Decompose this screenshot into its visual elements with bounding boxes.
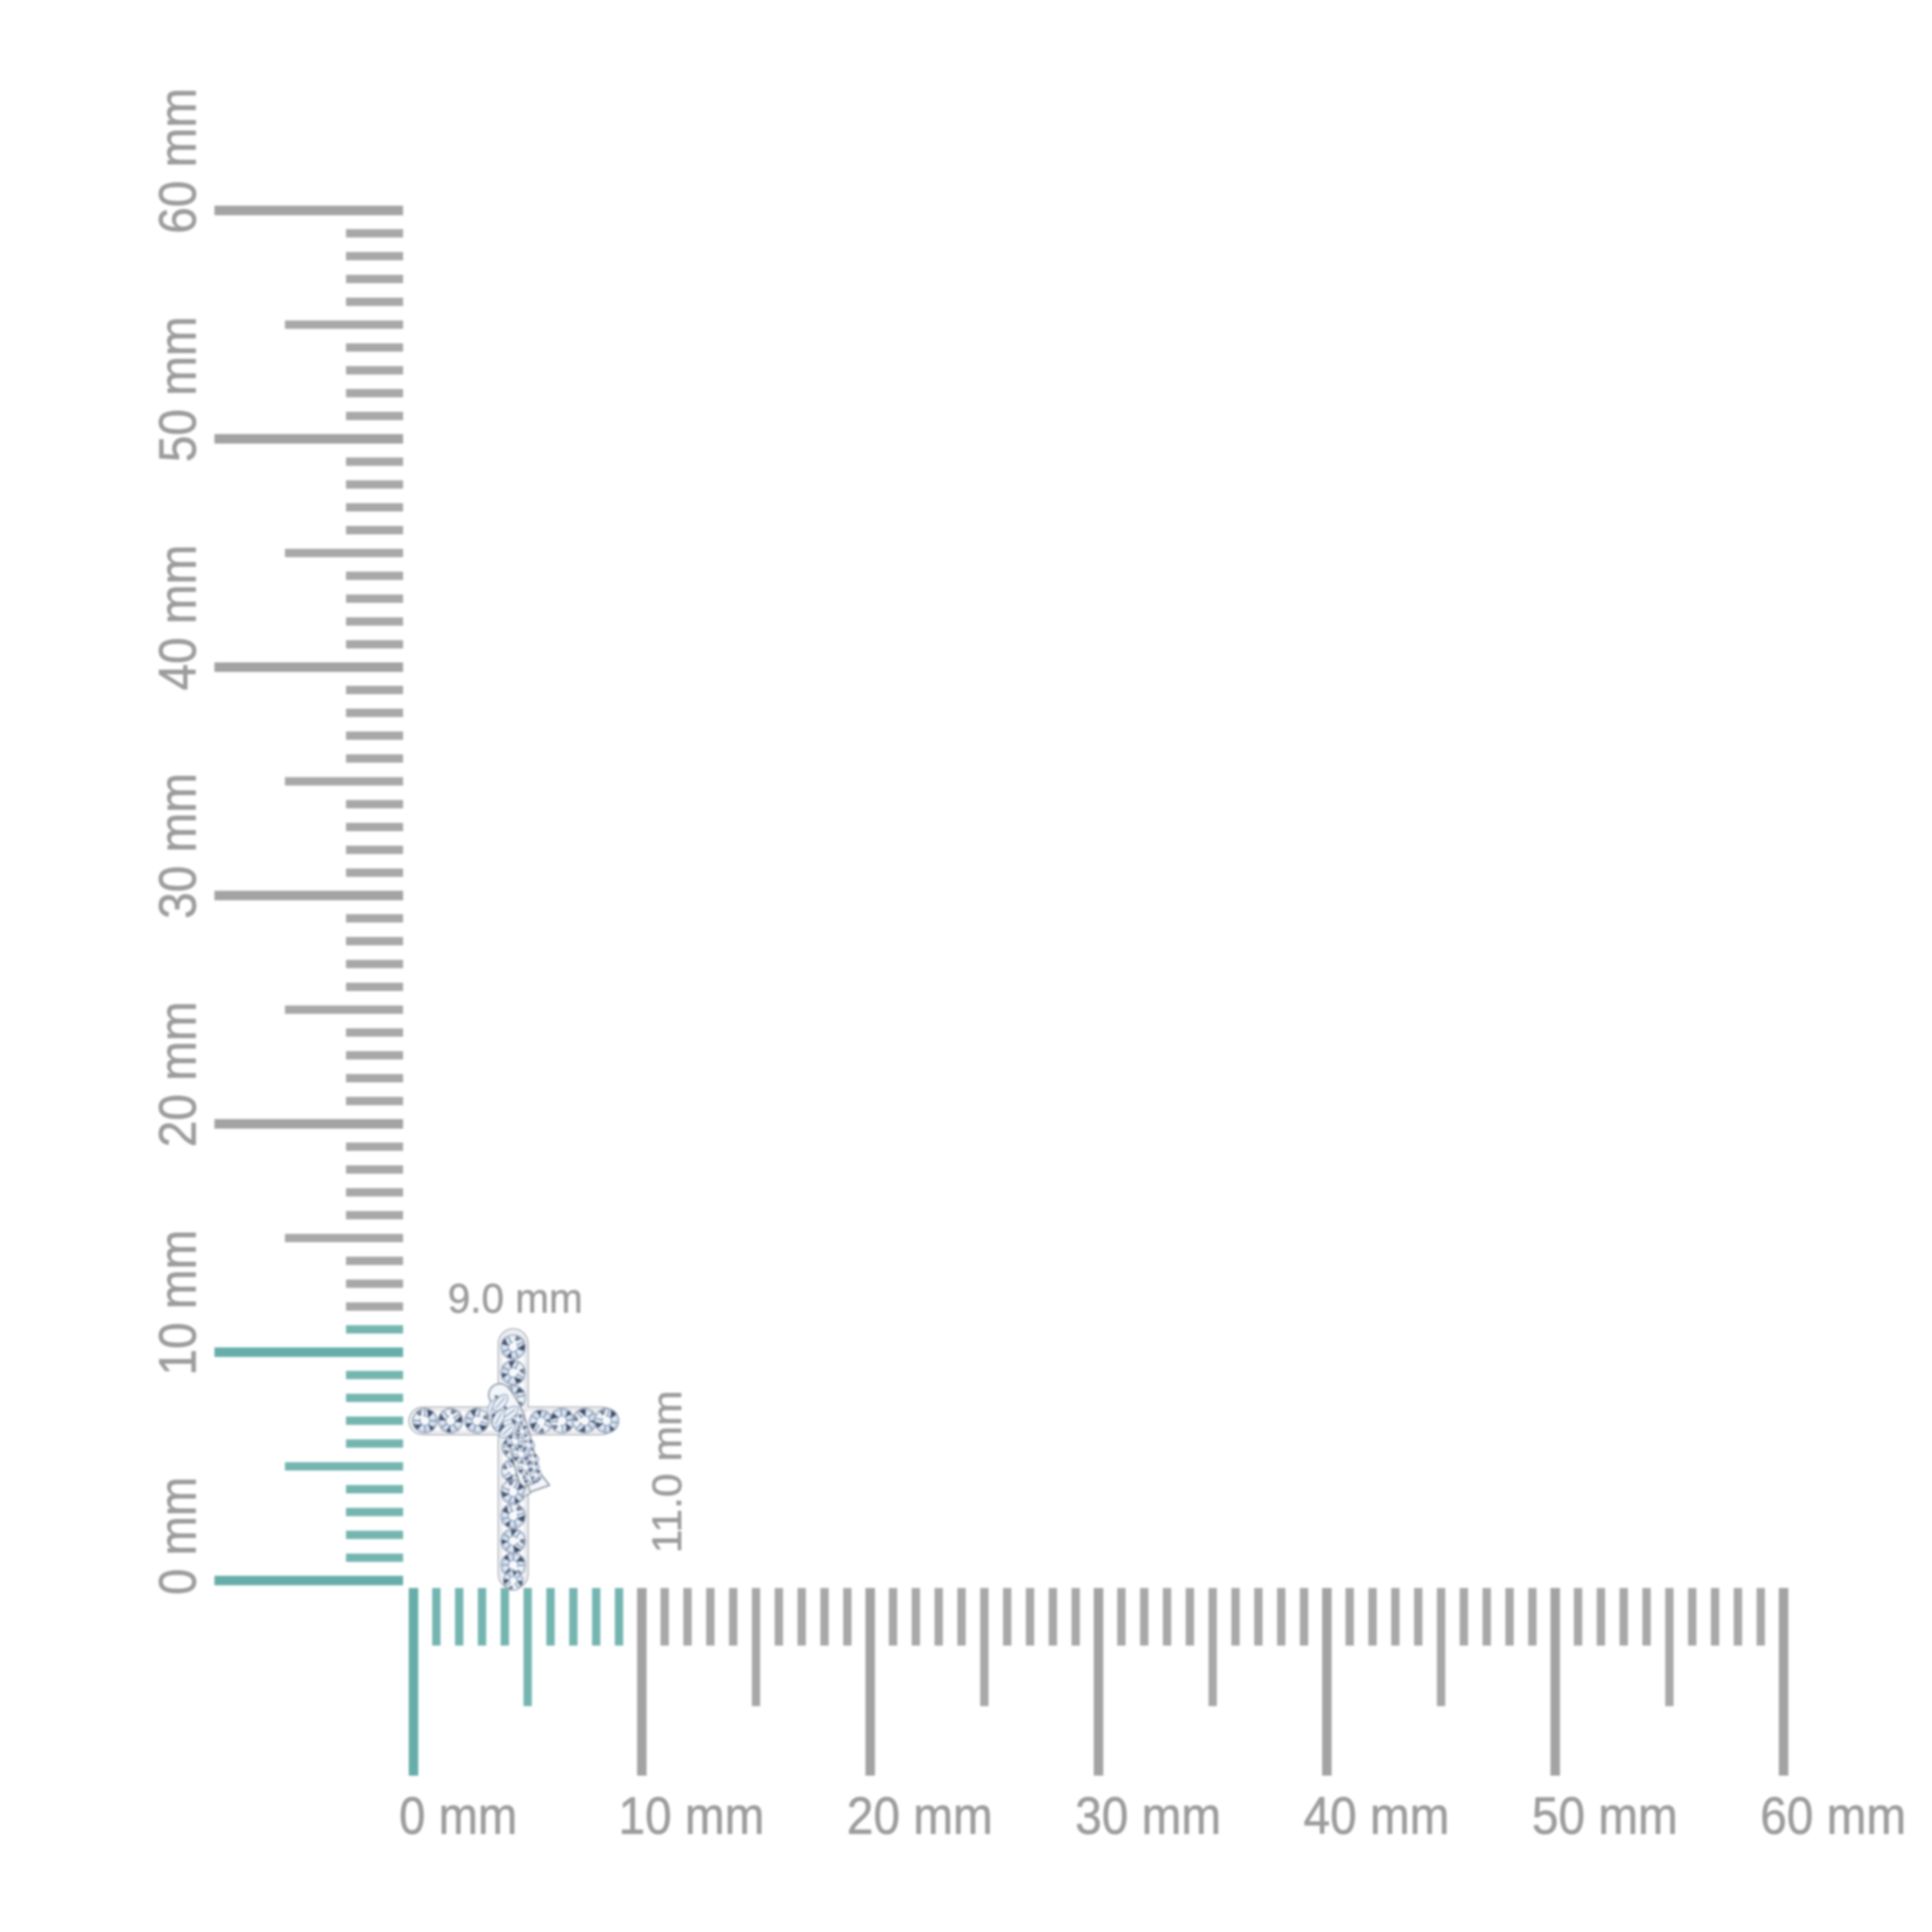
svg-text:40 mm: 40 mm — [149, 545, 207, 691]
svg-text:60 mm: 60 mm — [1760, 1787, 1906, 1846]
svg-text:10 mm: 10 mm — [149, 1230, 207, 1376]
svg-text:20 mm: 20 mm — [149, 1002, 207, 1148]
svg-text:9.0 mm: 9.0 mm — [448, 1275, 583, 1321]
svg-text:0 mm: 0 mm — [399, 1787, 517, 1846]
svg-text:50 mm: 50 mm — [149, 317, 207, 463]
svg-text:20 mm: 20 mm — [847, 1787, 993, 1846]
svg-text:40 mm: 40 mm — [1304, 1787, 1449, 1846]
svg-text:30 mm: 30 mm — [1075, 1787, 1221, 1846]
svg-text:10 mm: 10 mm — [619, 1787, 764, 1846]
svg-text:60 mm: 60 mm — [149, 88, 207, 234]
svg-text:30 mm: 30 mm — [149, 773, 207, 919]
svg-text:50 mm: 50 mm — [1532, 1787, 1678, 1846]
svg-text:0 mm: 0 mm — [149, 1477, 207, 1595]
svg-text:11.0 mm: 11.0 mm — [643, 1391, 690, 1554]
